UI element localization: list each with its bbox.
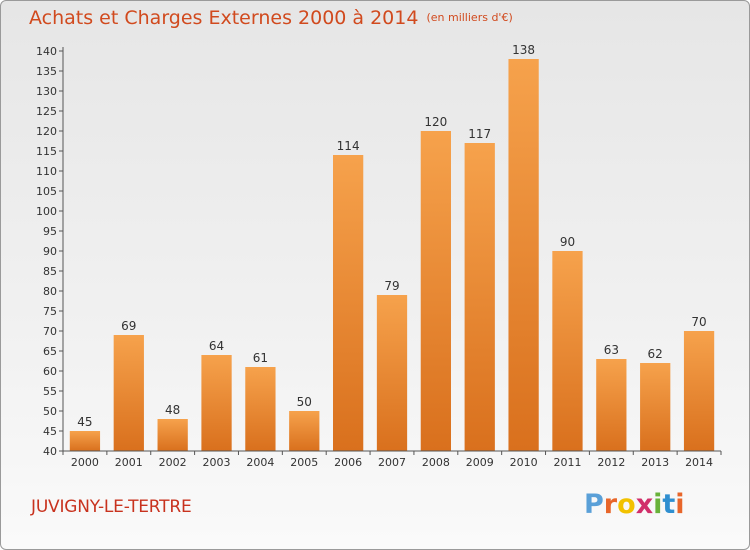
y-tick-label: 65 <box>43 345 57 358</box>
bar[interactable] <box>376 295 408 451</box>
logo-letter: t <box>662 489 676 520</box>
y-tick-label: 110 <box>36 165 57 178</box>
chart-subtitle: (en milliers d'€) <box>426 11 513 24</box>
bar-value-label: 114 <box>337 139 360 153</box>
logo-letter: i <box>653 489 663 520</box>
y-tick-label: 45 <box>43 425 57 438</box>
proxiti-logo[interactable]: Proxiti <box>584 489 685 520</box>
y-tick-label: 105 <box>36 185 57 198</box>
y-tick-label: 100 <box>36 205 57 218</box>
bar-value-label: 63 <box>604 343 619 357</box>
bar[interactable] <box>245 367 276 451</box>
y-tick-label: 90 <box>43 245 57 258</box>
y-axis: 40 45 50 55 60 65 70 75 80 85 90 95 100 105 110 115 120 1… <box>36 45 64 458</box>
bar-value-label: 45 <box>77 415 92 429</box>
y-tick-label: 120 <box>36 125 57 138</box>
y-tick-label: 85 <box>43 265 57 278</box>
y-tick-label: 125 <box>36 105 57 118</box>
y-tick-label: 115 <box>36 145 57 158</box>
x-tick-label: 2014 <box>685 456 713 469</box>
bar[interactable] <box>113 335 144 451</box>
bar-value-label: 70 <box>691 315 706 329</box>
logo-letter: o <box>617 489 636 520</box>
bar[interactable] <box>289 411 320 451</box>
y-tick-label: 50 <box>43 405 57 418</box>
logo-letter: i <box>675 489 685 520</box>
x-tick-label: 2005 <box>290 456 318 469</box>
chart-title: Achats et Charges Externes 2000 à 2014 (e… <box>29 7 513 29</box>
x-tick-label: 2001 <box>115 456 143 469</box>
bar-value-label: 117 <box>468 127 491 141</box>
y-tick-label: 40 <box>43 445 57 458</box>
bars: 45 69 48 64 61 50 114 79 120 117 138 90 63 62 70 <box>69 43 715 451</box>
x-tick-label: 2010 <box>510 456 538 469</box>
x-axis: 2000 2001 2002 2003 2004 2005 2006 2007 2008 2009… <box>62 450 722 469</box>
bar[interactable] <box>420 131 452 451</box>
bar[interactable] <box>508 59 539 451</box>
y-tick-label: 95 <box>43 225 57 238</box>
bar-value-label: 69 <box>121 319 136 333</box>
x-tick-label: 2008 <box>422 456 450 469</box>
y-tick-label: 130 <box>36 85 57 98</box>
x-tick-label: 2009 <box>466 456 494 469</box>
y-tick-label: 60 <box>43 365 57 378</box>
bar[interactable] <box>683 331 715 451</box>
bar[interactable] <box>201 355 232 451</box>
bar[interactable] <box>69 431 101 451</box>
x-tick-label: 2006 <box>334 456 362 469</box>
y-tick-label: 80 <box>43 285 57 298</box>
x-tick-label: 2011 <box>553 456 581 469</box>
x-tick-label: 2000 <box>71 456 99 469</box>
logo-letter: P <box>584 489 604 520</box>
x-tick-label: 2003 <box>203 456 231 469</box>
bar-value-label: 50 <box>297 395 312 409</box>
x-tick-label: 2002 <box>159 456 187 469</box>
bar[interactable] <box>552 251 583 451</box>
y-tick-label: 70 <box>43 325 57 338</box>
y-tick-label: 55 <box>43 385 57 398</box>
bar-value-label: 61 <box>253 351 268 365</box>
chart-title-text: Achats et Charges Externes 2000 à 2014 <box>29 7 419 29</box>
bar-value-label: 138 <box>512 43 535 57</box>
y-tick-label: 75 <box>43 305 57 318</box>
x-tick-label: 2013 <box>641 456 669 469</box>
logo-letter: x <box>635 489 654 520</box>
bar[interactable] <box>596 359 627 451</box>
commune-name: JUVIGNY-LE-TERTRE <box>31 497 192 517</box>
bar-value-label: 62 <box>648 347 663 361</box>
x-tick-label: 2004 <box>246 456 274 469</box>
bar-value-label: 120 <box>424 115 447 129</box>
x-tick-label: 2007 <box>378 456 406 469</box>
bar[interactable] <box>157 419 188 451</box>
bar[interactable] <box>464 143 495 451</box>
bar-value-label: 79 <box>384 279 399 293</box>
bar-value-label: 64 <box>209 339 224 353</box>
y-tick-label: 135 <box>36 65 57 78</box>
bar[interactable] <box>332 155 364 451</box>
bar[interactable] <box>640 363 671 451</box>
x-tick-label: 2012 <box>597 456 625 469</box>
y-tick-label: 140 <box>36 45 57 58</box>
bar-value-label: 48 <box>165 403 180 417</box>
logo-letter: r <box>603 489 618 520</box>
bar-value-label: 90 <box>560 235 575 249</box>
